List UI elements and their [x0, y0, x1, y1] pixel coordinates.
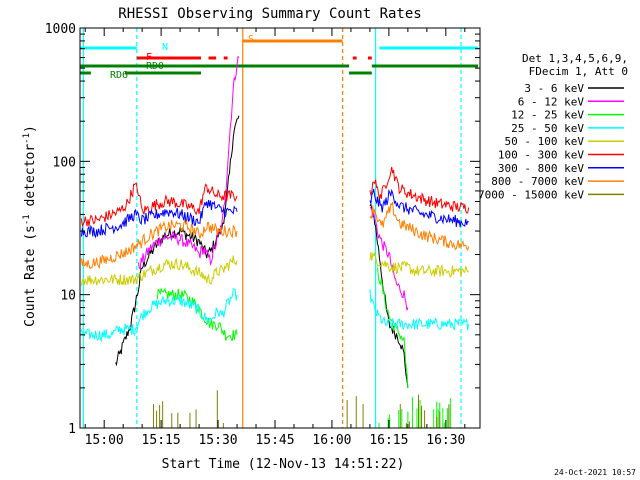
- y-tick-label: 1000: [45, 22, 76, 37]
- series-line-7-1: [369, 201, 470, 252]
- series-line-2-0: [156, 287, 238, 342]
- x-tick-label: 15:45: [255, 433, 294, 448]
- series-line-5-1: [369, 166, 470, 214]
- legend-entry-label: 100 - 300 keV: [498, 149, 584, 162]
- series-line-0-0: [115, 115, 240, 367]
- series-line-4-1: [369, 251, 469, 278]
- legend-entry-label: 800 - 7000 keV: [491, 175, 584, 188]
- flag-label-rd0: RD0: [146, 61, 164, 72]
- series-line-2-1: [377, 267, 409, 388]
- y-axis-label: Count Rate (s-1 detector-1): [22, 125, 38, 327]
- flag-label-rd6: RD6: [110, 70, 128, 81]
- plot-frame: [79, 27, 481, 429]
- series-line-6-0: [80, 199, 238, 239]
- legend-entry-label: 7000 - 15000 keV: [478, 188, 584, 201]
- legend-entry-label: 3 - 6 keV: [524, 82, 584, 95]
- event-marker-lines: [82, 28, 462, 428]
- series-line-3-0: [80, 288, 238, 343]
- x-tick-label: 16:15: [369, 433, 408, 448]
- series-line-1-0: [137, 55, 240, 271]
- legend-entry-label: 50 - 100 keV: [505, 135, 585, 148]
- y-tick-label: 1: [68, 422, 76, 437]
- low-count-spikes: [153, 390, 451, 428]
- x-tick-label: 16:00: [312, 433, 351, 448]
- x-axis-ticks: 15:00 15:15 15:30 15:45 16:00 16:15 16:30: [85, 28, 465, 448]
- flag-label-s: S: [248, 34, 254, 45]
- legend-header: Det 1,3,4,5,6,9,: [522, 52, 628, 65]
- x-tick-label: 16:30: [426, 433, 465, 448]
- series-line-7-0: [80, 219, 238, 270]
- legend-entry-label: 300 - 800 keV: [498, 162, 584, 175]
- legend-entry-label: 12 - 25 keV: [511, 109, 584, 122]
- flag-labels: NF S RD0 RD6: [110, 34, 254, 81]
- y-tick-label: 10: [60, 289, 76, 304]
- flag-label-n: N: [162, 42, 168, 53]
- series-line-1-1: [369, 207, 409, 311]
- flag-label-f: F: [146, 52, 152, 63]
- legend: Det 1,3,4,5,6,9,FDecim 1, Att 0 3 - 6 keV…: [478, 52, 628, 201]
- legend-entry-label: 25 - 50 keV: [511, 122, 584, 135]
- y-tick-label: 100: [53, 155, 76, 170]
- x-tick-label: 15:15: [142, 433, 181, 448]
- legend-entry-label: 6 - 12 keV: [518, 95, 585, 108]
- y-axis-ticks: 1 10 100 1000: [45, 22, 480, 437]
- series-line-4-0: [80, 255, 238, 286]
- series-lines: [80, 55, 470, 388]
- generation-timestamp: 24-Oct-2021 10:57: [554, 468, 636, 477]
- chart-title: RHESSI Observing Summary Count Rates: [118, 6, 421, 22]
- x-tick-label: 15:00: [85, 433, 124, 448]
- x-axis-label: Start Time (12-Nov-13 14:51:22): [162, 457, 405, 472]
- series-line-3-1: [369, 289, 470, 331]
- flag-bars: [80, 39, 479, 75]
- series-line-5-0: [80, 183, 238, 228]
- legend-header: FDecim 1, Att 0: [529, 65, 628, 78]
- x-tick-label: 15:30: [198, 433, 237, 448]
- series-line-6-1: [369, 188, 469, 228]
